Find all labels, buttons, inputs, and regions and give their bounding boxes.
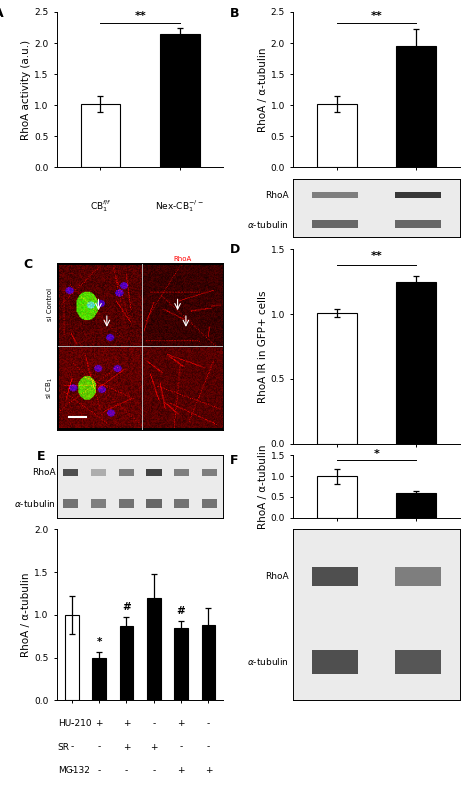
Text: siC: siC [330,479,344,488]
Bar [118,500,134,508]
Bar [92,658,106,701]
Text: RhoA: RhoA [32,468,55,477]
Text: si Control: si Control [47,288,53,322]
Bar [81,104,120,168]
Text: +: + [205,766,212,775]
Text: -: - [125,766,128,775]
Text: -: - [207,743,210,752]
Bar [147,598,161,701]
Text: #: # [177,606,185,616]
Bar [146,469,162,476]
Bar [91,500,106,508]
Text: -: - [98,743,101,752]
Text: Nex-CB$_1^{-/-}$: Nex-CB$_1^{-/-}$ [392,199,440,214]
Text: +: + [95,719,103,729]
Text: CB$_1^{f/f}$: CB$_1^{f/f}$ [90,199,111,214]
Text: si CB$_1$: si CB$_1$ [45,377,55,399]
Text: RhoA: RhoA [265,572,289,581]
Bar [395,220,441,228]
Bar [63,500,78,508]
Bar [312,650,358,674]
Text: siCB$_1$: siCB$_1$ [403,479,429,491]
Text: RhoA  GFP  DAPI: RhoA GFP DAPI [71,255,128,262]
Text: -: - [180,743,182,752]
Text: -: - [70,719,73,729]
Bar [396,493,436,518]
Text: *: * [97,638,102,647]
Bar [160,34,200,168]
Bar [174,500,190,508]
Text: -: - [70,743,73,752]
Bar [202,500,217,508]
Text: CB$_1^{f/f}$: CB$_1^{f/f}$ [326,199,348,214]
Text: WIN: WIN [407,530,425,539]
Y-axis label: RhoA IR in GFP+ cells: RhoA IR in GFP+ cells [258,290,268,403]
Bar [317,313,357,444]
Bar [91,469,106,476]
Y-axis label: RhoA / α-tubulin: RhoA / α-tubulin [258,47,268,132]
Text: *: * [374,448,380,459]
Bar [202,469,217,476]
Bar [312,567,358,586]
Text: MG132: MG132 [58,766,90,775]
Text: SR: SR [58,743,70,752]
Y-axis label: RhoA / α-tubulin: RhoA / α-tubulin [258,444,268,529]
Text: Nex-CB$_1^{-/-}$: Nex-CB$_1^{-/-}$ [155,199,204,214]
Text: E: E [37,450,46,464]
Text: $\alpha$-tubulin: $\alpha$-tubulin [247,219,289,230]
Text: **: ** [371,10,383,21]
Bar [63,469,78,476]
Text: -: - [70,766,73,775]
Bar [201,625,215,701]
Text: +: + [177,766,185,775]
Text: +: + [123,743,130,752]
Bar [396,282,436,444]
Text: $\alpha$-tubulin: $\alpha$-tubulin [247,656,289,667]
Bar [146,500,162,508]
Text: +: + [123,719,130,729]
Text: RhoA: RhoA [265,191,289,200]
Text: **: ** [134,10,146,21]
Text: +: + [150,743,157,752]
Bar [65,614,79,701]
Bar [395,650,441,674]
Text: -: - [152,766,155,775]
Bar [312,220,358,228]
Bar [395,192,441,199]
Text: HU-210: HU-210 [58,719,91,729]
Bar [174,469,190,476]
Text: +: + [177,719,185,729]
Y-axis label: RhoA activity (a.u.): RhoA activity (a.u.) [21,40,31,140]
Bar [174,628,188,701]
Text: #: # [122,602,131,612]
Text: -: - [152,719,155,729]
Text: -: - [207,719,210,729]
Text: $\alpha$-tubulin: $\alpha$-tubulin [14,498,55,509]
Text: **: ** [371,251,383,261]
Bar [317,104,357,168]
Text: F: F [230,453,238,467]
Text: B: B [230,7,239,20]
Text: Veh: Veh [328,530,345,539]
Bar [119,626,133,701]
Text: D: D [230,243,240,256]
Y-axis label: RhoA / α-tubulin: RhoA / α-tubulin [21,573,31,657]
Text: -: - [98,766,101,775]
Text: A: A [0,7,3,20]
Bar [118,469,134,476]
Bar [317,476,357,518]
Bar [396,46,436,168]
Text: RhoA: RhoA [173,255,191,262]
Bar [312,192,358,199]
Text: C: C [24,259,33,271]
Bar [395,567,441,586]
